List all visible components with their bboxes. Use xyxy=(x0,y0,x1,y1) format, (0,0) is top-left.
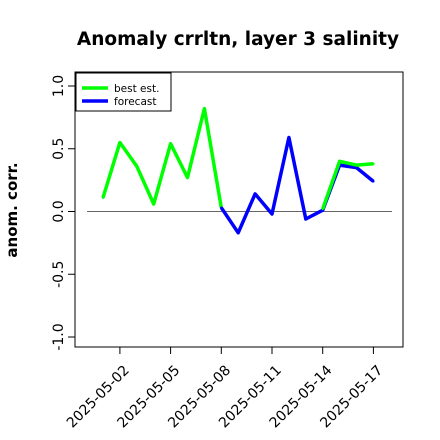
series-line-1 xyxy=(219,135,375,235)
series-point xyxy=(338,160,341,163)
series-point xyxy=(237,231,240,235)
y-tick-label: -1.0 xyxy=(51,323,67,350)
series-point xyxy=(203,107,206,110)
series-point xyxy=(152,202,155,206)
y-tick-label: 0.5 xyxy=(51,138,67,160)
series-point xyxy=(304,217,307,221)
x-axis: 2025-05-022025-05-052025-05-082025-05-11… xyxy=(64,347,386,431)
plot-frame xyxy=(74,71,404,348)
y-axis-label: anom. corr. xyxy=(3,162,21,257)
series-point xyxy=(287,136,291,139)
series-line-0 xyxy=(101,106,224,208)
legend-label: forecast xyxy=(114,96,156,108)
series-point xyxy=(372,162,375,166)
series-point xyxy=(220,206,223,209)
chart-title: Anomaly crrltn, layer 3 salinity xyxy=(77,29,399,50)
series-point xyxy=(253,192,257,196)
series-line-2 xyxy=(321,159,374,210)
series-point xyxy=(169,142,172,145)
series-point xyxy=(101,196,105,199)
series-point xyxy=(118,141,122,144)
series-point xyxy=(321,207,324,211)
series-point xyxy=(135,165,138,168)
legend: best est.forecast xyxy=(75,72,172,112)
series-point xyxy=(372,180,375,183)
y-axis: -1.0 -0.5 0.0 0.5 1.0 xyxy=(51,75,75,351)
series-point xyxy=(270,212,274,216)
series-point xyxy=(355,163,358,167)
series-layer xyxy=(101,106,375,235)
legend-label: best est. xyxy=(114,83,159,95)
y-tick-label: 1.0 xyxy=(51,75,67,97)
series-point xyxy=(355,166,358,169)
legend-box xyxy=(75,72,172,112)
y-tick-label: 0.0 xyxy=(51,200,67,222)
series-point xyxy=(186,176,189,179)
y-tick-label: -0.5 xyxy=(51,261,67,288)
